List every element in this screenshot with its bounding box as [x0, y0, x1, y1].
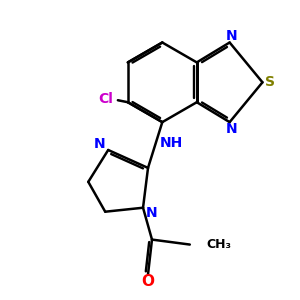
Text: N: N — [226, 122, 237, 136]
Text: N: N — [93, 137, 105, 151]
Text: O: O — [142, 274, 154, 289]
Text: Cl: Cl — [98, 92, 113, 106]
Text: S: S — [266, 75, 275, 89]
Text: CH₃: CH₃ — [207, 238, 232, 251]
Text: N: N — [146, 206, 158, 220]
Text: N: N — [226, 28, 237, 43]
Text: NH: NH — [160, 136, 183, 150]
